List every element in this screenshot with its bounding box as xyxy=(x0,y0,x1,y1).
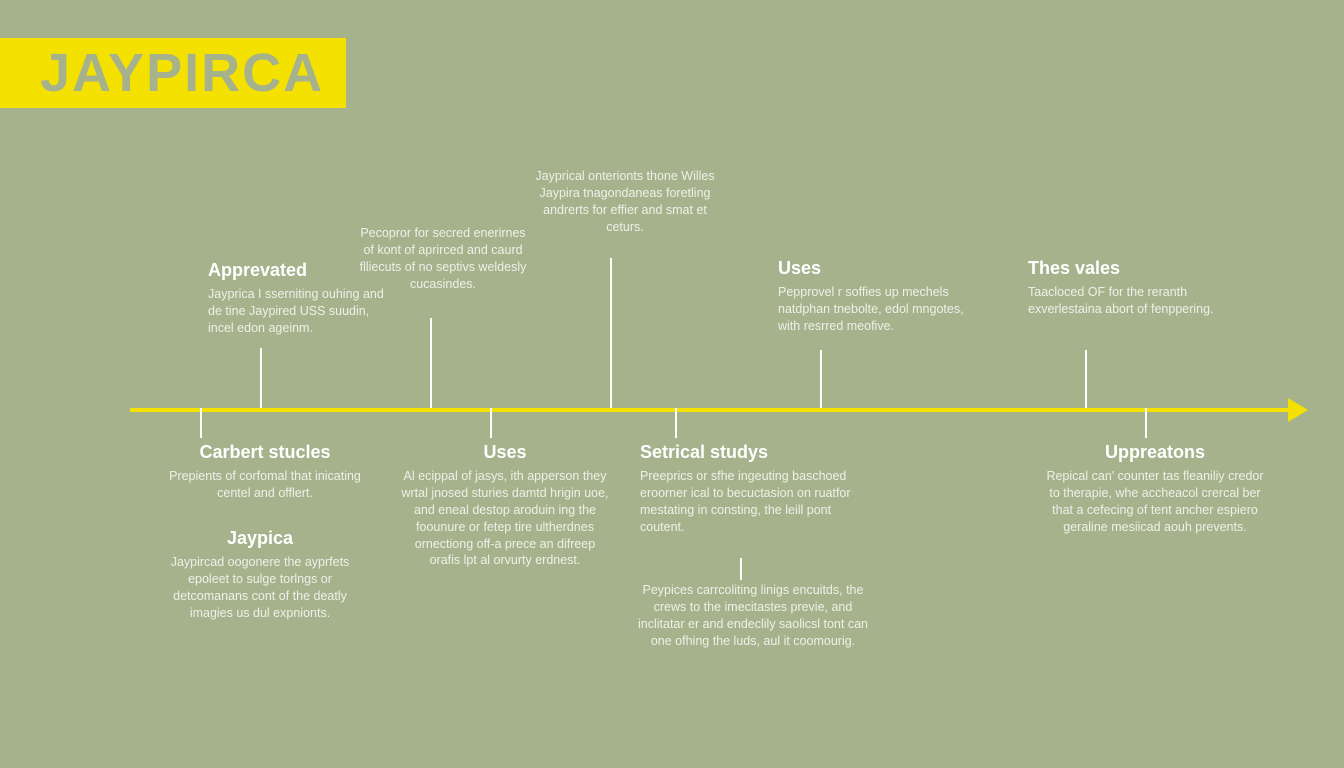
title-bar: JAYPIRCA xyxy=(0,38,346,108)
timeline-tick xyxy=(610,258,612,408)
entry-body: Pecopror for secred enerirnes of kont of… xyxy=(358,225,528,293)
entry-title: Uses xyxy=(400,442,610,463)
timeline-entry-uses-top: Uses Pepprovel r soffies up mechels natdp… xyxy=(778,258,968,335)
entry-title: Setrical studys xyxy=(640,442,865,463)
page-title: JAYPIRCA xyxy=(40,42,324,104)
entry-body: Jayprical onterionts thone Willes Jaypir… xyxy=(530,168,720,236)
entry-body: Taacloced OF for the reranth exverlestai… xyxy=(1028,284,1228,318)
timeline-tick xyxy=(675,408,677,438)
timeline-tick xyxy=(200,408,202,438)
entry-title: Uses xyxy=(778,258,968,279)
entry-body: Peypices carrcoliting linigs encuitds, t… xyxy=(638,582,868,650)
timeline-tick xyxy=(740,558,742,580)
entry-title: Jaypica xyxy=(150,528,370,549)
timeline-tick xyxy=(260,348,262,408)
entry-body: Jayprica I sserniting ouhing and de tine… xyxy=(208,286,398,337)
timeline-entry-thes-vales: Thes vales Taacloced OF for the reranth e… xyxy=(1028,258,1228,318)
timeline-entry-pecopror: Pecopror for secred enerirnes of kont of… xyxy=(358,225,528,293)
entry-body: Prepients of corfomal that inicating cen… xyxy=(165,468,365,502)
timeline-entry-uses-bottom: Uses Al ecippal of jasys, ith apperson th… xyxy=(400,442,610,569)
entry-body: Pepprovel r soffies up mechels natdphan … xyxy=(778,284,968,335)
entry-title: Thes vales xyxy=(1028,258,1228,279)
timeline-tick xyxy=(490,408,492,438)
timeline-entry-jayprical-note: Jayprical onterionts thone Willes Jaypir… xyxy=(530,168,720,236)
timeline-entry-setrical: Setrical studys Preeprics or sfhe ingeuti… xyxy=(640,442,865,536)
timeline-entry-peypices: Peypices carrcoliting linigs encuitds, t… xyxy=(638,582,868,650)
timeline-tick xyxy=(820,350,822,408)
timeline-tick xyxy=(430,318,432,408)
timeline-tick xyxy=(1145,408,1147,438)
timeline-entry-jaypica: Jaypica Jaypircad oogonere the ayprfets e… xyxy=(150,528,370,622)
entry-title: Carbert stucles xyxy=(165,442,365,463)
entry-body: Preeprics or sfhe ingeuting baschoed ero… xyxy=(640,468,865,536)
entry-title: Uppreatons xyxy=(1040,442,1270,463)
timeline-arrow-icon xyxy=(1288,398,1308,422)
timeline-tick xyxy=(1085,350,1087,408)
timeline-entry-carbert: Carbert stucles Prepients of corfomal tha… xyxy=(165,442,365,502)
timeline-axis xyxy=(130,408,1290,412)
timeline-entry-uppreatons: Uppreatons Repical can' counter tas flean… xyxy=(1040,442,1270,536)
entry-body: Repical can' counter tas fleaniliy credo… xyxy=(1040,468,1270,536)
entry-body: Jaypircad oogonere the ayprfets epoleet … xyxy=(150,554,370,622)
entry-body: Al ecippal of jasys, ith apperson they w… xyxy=(400,468,610,569)
